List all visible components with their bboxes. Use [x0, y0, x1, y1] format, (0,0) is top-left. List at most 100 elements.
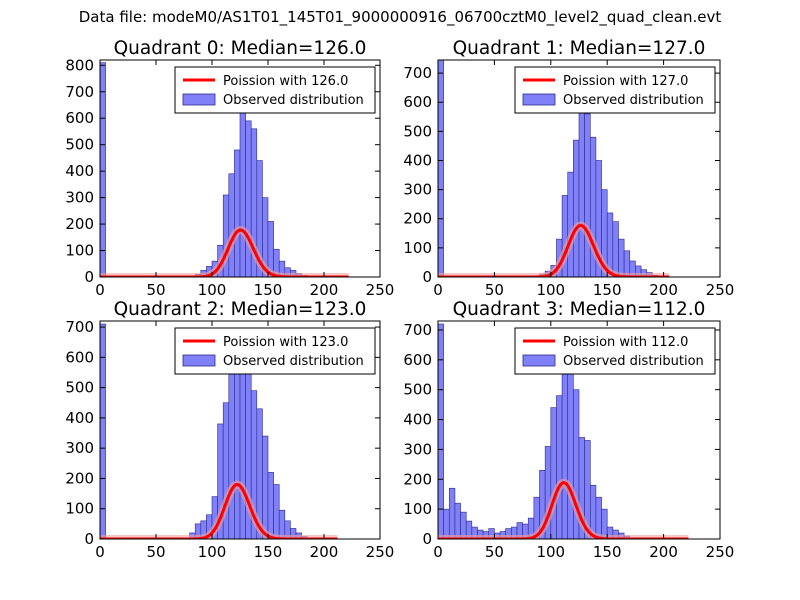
axes-frame — [99, 59, 381, 278]
x-tick-label: 50 — [146, 281, 165, 299]
poisson-curve-group — [100, 480, 341, 539]
legend: Poission with 112.0 Observed distribution — [514, 327, 716, 375]
x-tick-label: 100 — [198, 281, 227, 299]
x-tick-label: 150 — [254, 543, 283, 561]
histogram-bar — [567, 359, 574, 539]
histogram-bar — [448, 487, 456, 539]
histogram-bar — [245, 120, 252, 277]
legend-label-observed: Observed distribution — [563, 354, 704, 369]
y-tick-label: 700 — [403, 64, 432, 82]
poisson-curve-group — [438, 478, 692, 539]
y-tick-label: 600 — [65, 109, 94, 127]
histogram-bar — [573, 139, 580, 277]
histogram-bars — [100, 62, 314, 277]
histogram-bar — [228, 173, 235, 277]
histogram-bar — [438, 323, 444, 539]
legend-label-poisson: Poission with 126.0 — [223, 74, 348, 89]
x-tick-label: 150 — [593, 543, 622, 561]
y-tick-label: 700 — [65, 83, 94, 101]
x-tick-label: 250 — [366, 543, 395, 561]
histogram-bar — [567, 171, 574, 277]
poisson-curve — [100, 228, 350, 277]
histogram-bar — [234, 357, 241, 539]
panel-title: Quadrant 3: Median=112.0 — [453, 299, 706, 320]
y-tick-label: 200 — [403, 470, 432, 488]
histogram-bar — [100, 62, 106, 277]
legend-label-poisson: Poission with 127.0 — [563, 74, 688, 89]
y-tick-label: 100 — [65, 500, 94, 518]
histogram-bar — [550, 407, 557, 539]
y-tick-label: 200 — [65, 215, 94, 233]
y-tick-label: 400 — [65, 162, 94, 180]
histogram-bar — [584, 113, 591, 277]
legend: Poission with 123.0 Observed distribution — [174, 327, 376, 375]
histogram-bar — [556, 395, 563, 539]
x-tick-label: 0 — [433, 281, 443, 299]
quadrant-0-plot: 0 50 100 150 200 250 0 100 200 300 400 500 600 700 800… — [65, 38, 394, 299]
y-tick-label: 700 — [403, 321, 432, 339]
x-tick-label: 50 — [485, 281, 504, 299]
poisson-curve — [438, 481, 690, 539]
histogram-bar — [578, 93, 585, 277]
histogram-bar — [100, 323, 106, 539]
y-tick-label: 300 — [403, 440, 432, 458]
x-tick-label: 50 — [146, 543, 165, 561]
x-tick-label: 100 — [198, 543, 227, 561]
histogram-bar — [454, 502, 461, 539]
y-tick-label: 600 — [403, 93, 432, 111]
y-tick-label: 300 — [403, 181, 432, 199]
y-tick-label: 100 — [65, 242, 94, 260]
x-tick-label: 200 — [649, 543, 678, 561]
y-tick-label: 200 — [65, 469, 94, 487]
histogram-bar — [612, 221, 619, 277]
x-tick-label: 200 — [310, 281, 339, 299]
legend-bar-swatch — [182, 93, 216, 106]
x-tick-label: 150 — [593, 281, 622, 299]
panel-title: Quadrant 0: Median=126.0 — [114, 38, 367, 59]
histogram-bar — [561, 368, 569, 539]
x-tick-label: 50 — [485, 543, 504, 561]
axes-frame — [437, 320, 721, 540]
y-tick-label: 600 — [65, 348, 94, 366]
poisson-curve — [100, 483, 339, 539]
histogram-bar — [267, 472, 274, 539]
histogram-bar — [438, 60, 444, 277]
quadrant-2-plot: 0 50 100 150 200 250 0 100 200 300 400 500 600 700 Qua… — [65, 299, 394, 561]
y-tick-label: 100 — [403, 500, 432, 518]
y-tick-label: 500 — [65, 136, 94, 154]
histogram-bar — [595, 496, 602, 539]
y-tick-label: 500 — [403, 122, 432, 140]
axes-frame — [99, 320, 381, 540]
y-tick-label: 300 — [65, 189, 94, 207]
y-tick-label: 0 — [422, 268, 432, 286]
legend: Poission with 126.0 Observed distribution — [174, 66, 376, 114]
x-tick-label: 0 — [433, 543, 443, 561]
legend-label-observed: Observed distribution — [223, 354, 364, 369]
y-tick-label: 800 — [65, 56, 94, 74]
histogram-bar — [443, 508, 450, 539]
y-tick-label: 0 — [84, 530, 94, 548]
histogram-bar — [618, 238, 625, 277]
legend-label-observed: Observed distribution — [563, 93, 704, 108]
histogram-bar — [460, 511, 467, 539]
legend-label-observed: Observed distribution — [223, 93, 364, 108]
histogram-bar — [262, 435, 269, 539]
x-tick-label: 100 — [536, 543, 565, 561]
x-tick-label: 250 — [706, 281, 735, 299]
axes-frame — [437, 59, 721, 278]
y-tick-label: 0 — [422, 530, 432, 548]
figure-suptitle: Data file: modeM0/AS1T01_145T01_90000009… — [78, 8, 722, 26]
y-tick-label: 500 — [65, 379, 94, 397]
x-tick-label: 200 — [649, 281, 678, 299]
legend-bar-swatch — [522, 93, 556, 106]
y-tick-label: 0 — [84, 268, 94, 286]
x-tick-label: 250 — [706, 543, 735, 561]
x-tick-label: 0 — [95, 281, 105, 299]
legend-bar-swatch — [182, 354, 216, 367]
y-tick-label: 300 — [65, 439, 94, 457]
quadrant-3-plot: 0 50 100 150 200 250 0 100 200 300 400 500 600 700 Qua… — [403, 299, 734, 561]
y-tick-label: 400 — [403, 151, 432, 169]
histogram-bar — [234, 149, 241, 277]
y-tick-label: 400 — [65, 409, 94, 427]
